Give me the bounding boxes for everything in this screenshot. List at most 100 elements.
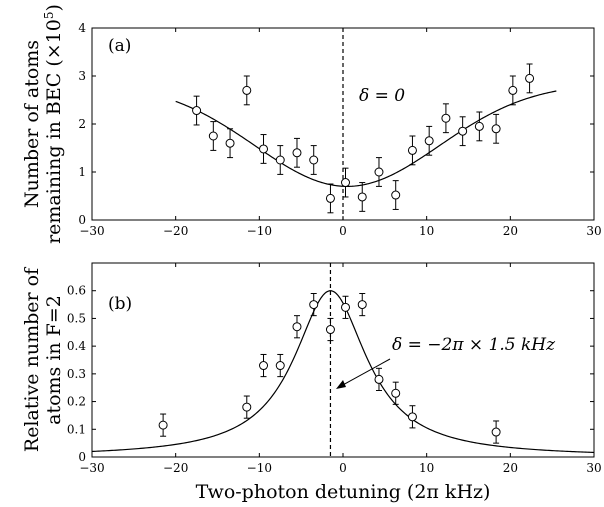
y-tick-label: 0.1 [67,422,86,436]
panel-b-annotation-arrow-shaft [340,358,391,387]
data-point [407,135,417,166]
data-point [292,137,302,168]
point-marker [325,193,335,203]
y-tick-label: 0.6 [67,284,86,298]
panel-b-xlabel: Two-photon detuning (2π kHz) [196,481,491,503]
point-marker [525,73,535,83]
data-point [292,315,302,339]
y-tick-label: 1 [78,165,86,179]
data-point [275,353,285,378]
data-point [309,292,319,317]
y-tick-label: 0.3 [67,367,86,381]
point-marker [491,427,501,437]
panel-b-y-tick-labels: 0 0.1 0.2 0.3 0.4 0.5 0.6 [67,284,86,464]
data-point [491,420,501,444]
data-point [242,395,252,419]
data-point [275,145,285,175]
data-point [491,113,501,144]
data-point [357,182,367,212]
point-marker [474,121,484,131]
y-tick-label: 3 [78,69,86,83]
data-point [458,116,468,147]
panel-b-chart: −30 −20 −10 0 10 20 30 0 0.1 0.2 0.3 0.4 0.5 0.6 (b)… [21,262,602,503]
panel-a-data-points [192,63,535,214]
panel-a-chart: −30 −20 −10 0 10 20 30 0 1 2 3 4 (a) δ = 0 Number … [21,4,602,244]
x-tick-label: −30 [79,224,104,238]
y-tick-label: 4 [78,21,86,35]
point-marker [441,113,451,123]
point-marker [374,167,384,177]
point-marker [259,361,269,371]
panel-b-frame [91,262,595,458]
panel-a-fit-curve [175,90,557,188]
point-marker [309,300,319,310]
y-tick-label: 0 [78,450,86,464]
data-point [259,353,269,378]
data-point [341,295,351,319]
panel-b-ylabel-line2: atoms in F=2 [43,295,65,425]
point-marker [424,136,434,146]
data-point [242,75,252,106]
x-tick-label: 10 [419,224,434,238]
point-marker [341,178,351,188]
x-tick-label: 20 [503,461,518,475]
x-tick-label: −20 [163,224,188,238]
data-point [341,167,351,198]
y-tick-label: 0.2 [67,395,86,409]
panel-b-tag: (b) [108,294,132,314]
point-marker [225,138,235,148]
point-marker [208,131,218,141]
x-tick-label: 0 [339,224,347,238]
point-marker [491,124,501,134]
panel-a-ylabel-line2: remaining in BEC (×105) [42,4,65,244]
y-tick-label: 0.4 [67,339,86,353]
panel-a-ticks [91,27,595,221]
point-marker [458,126,468,136]
point-marker [357,300,367,310]
x-tick-label: 0 [339,461,347,475]
point-marker [259,144,269,154]
data-point [508,75,518,106]
x-tick-label: −10 [247,461,272,475]
panel-a-y-tick-labels: 0 1 2 3 4 [78,21,86,227]
y-tick-label: 2 [78,117,86,131]
data-point [357,292,367,317]
panel-b-x-tick-labels: −30 −20 −10 0 10 20 30 [79,461,601,475]
panel-a-x-tick-labels: −30 −20 −10 0 10 20 30 [79,224,601,238]
panel-b-annotation-arrow-head [336,380,346,389]
panel-b-fit-curve [91,290,595,454]
point-marker [292,322,302,332]
data-point [158,413,168,437]
data-point [474,111,484,142]
panel-b-ticks [91,263,595,458]
panel-b-data-points [158,292,501,444]
data-point [391,381,401,405]
point-marker [391,190,401,200]
data-point [441,103,451,134]
data-point [374,367,384,391]
point-marker [325,325,335,335]
data-point [525,63,535,94]
point-marker [391,388,401,398]
panel-a-tag: (a) [108,36,131,56]
point-marker [357,192,367,202]
x-tick-label: 30 [586,224,601,238]
panel-a-ylabel-line1: Number of atoms [21,40,43,208]
data-point [325,317,335,342]
panel-b-ylabel-line1: Relative number of [21,266,43,452]
point-marker [242,85,252,95]
point-marker [309,155,319,165]
data-point [259,134,269,164]
data-point [309,145,319,175]
data-point [391,180,401,210]
y-tick-label: 0.5 [67,311,86,325]
data-point [424,125,434,156]
data-point [325,183,335,214]
point-marker [275,155,285,165]
data-point [225,128,235,159]
data-point [407,405,417,429]
point-marker [407,145,417,155]
point-marker [508,85,518,95]
x-tick-label: −20 [163,461,188,475]
